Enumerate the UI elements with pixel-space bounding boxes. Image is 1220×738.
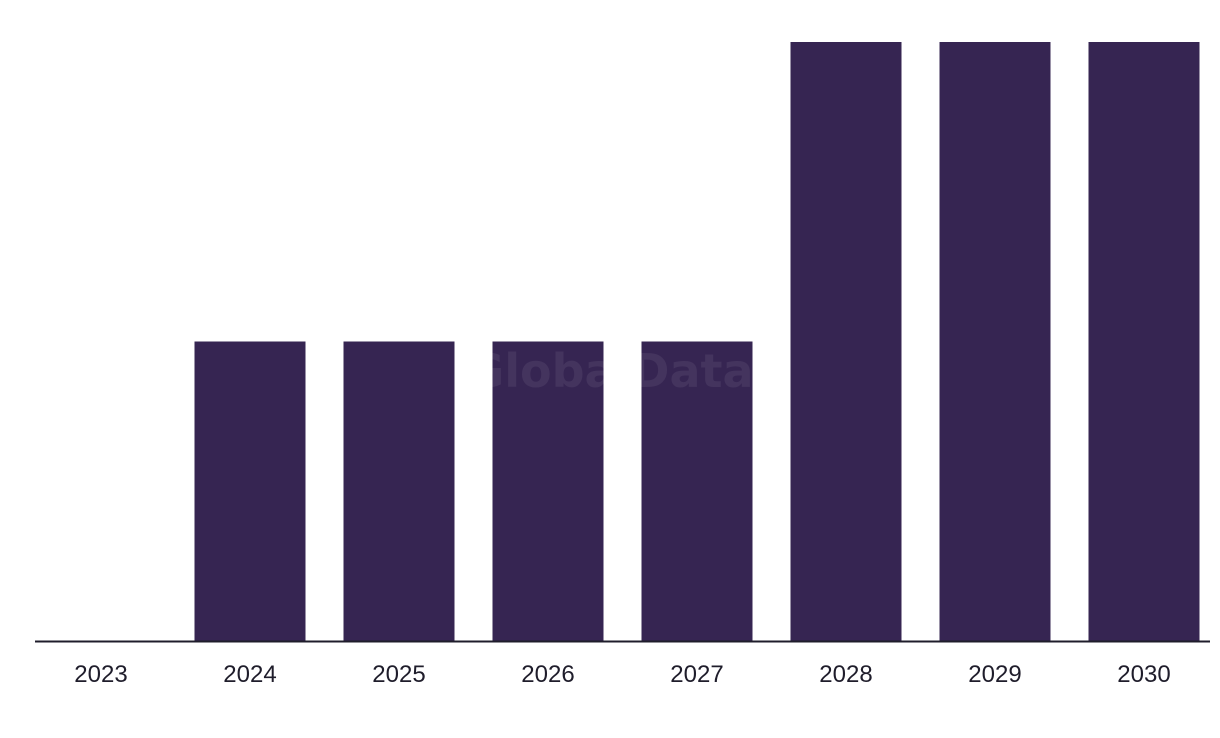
bars-layer [194,42,1200,641]
bar-2028 [790,42,902,641]
x-tick-label-2028: 2028 [819,661,872,688]
bar-2030 [1088,42,1200,641]
x-tick-label-2027: 2027 [670,661,723,688]
x-tick-label-2025: 2025 [372,661,425,688]
bar-2029 [939,42,1051,641]
bar-2027 [641,341,753,641]
x-tick-label-2024: 2024 [223,661,276,688]
x-tick-label-2029: 2029 [968,661,1021,688]
bar-2026 [492,341,604,641]
x-tick-label-2030: 2030 [1117,661,1170,688]
x-tick-label-2023: 2023 [74,661,127,688]
x-tick-label-2026: 2026 [521,661,574,688]
bar-2025 [343,341,455,641]
x-axis-tick-labels: 2023 2024 2025 2026 2027 2028 2029 2030 [74,661,1170,688]
watermark-text: GlobalData [466,344,753,398]
bar-2024 [194,341,306,641]
